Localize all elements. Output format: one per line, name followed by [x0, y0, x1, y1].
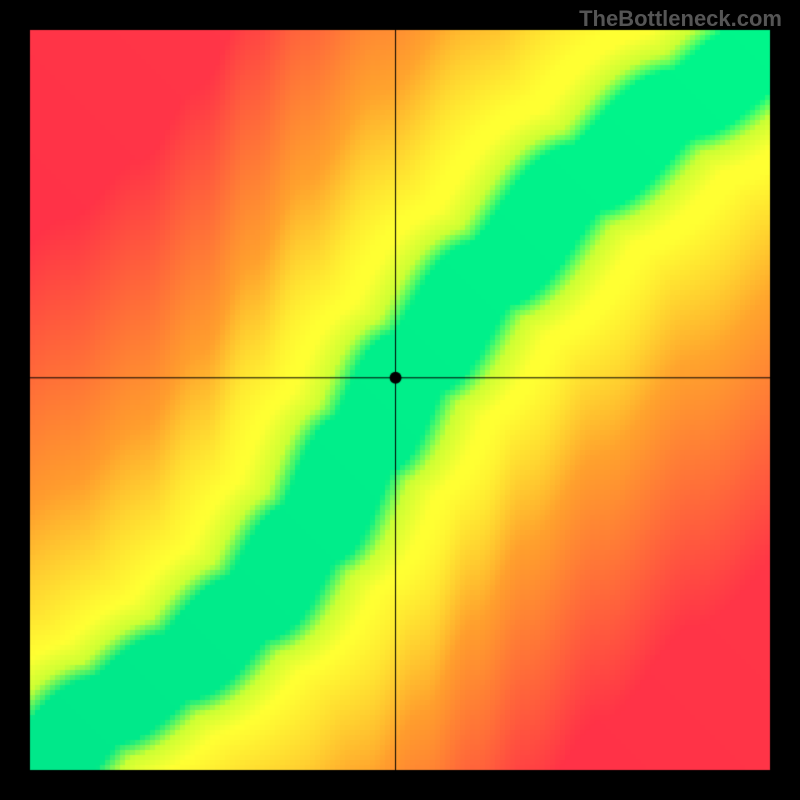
heatmap-canvas [0, 0, 800, 800]
chart-container: TheBottleneck.com [0, 0, 800, 800]
attribution-text: TheBottleneck.com [579, 6, 782, 32]
